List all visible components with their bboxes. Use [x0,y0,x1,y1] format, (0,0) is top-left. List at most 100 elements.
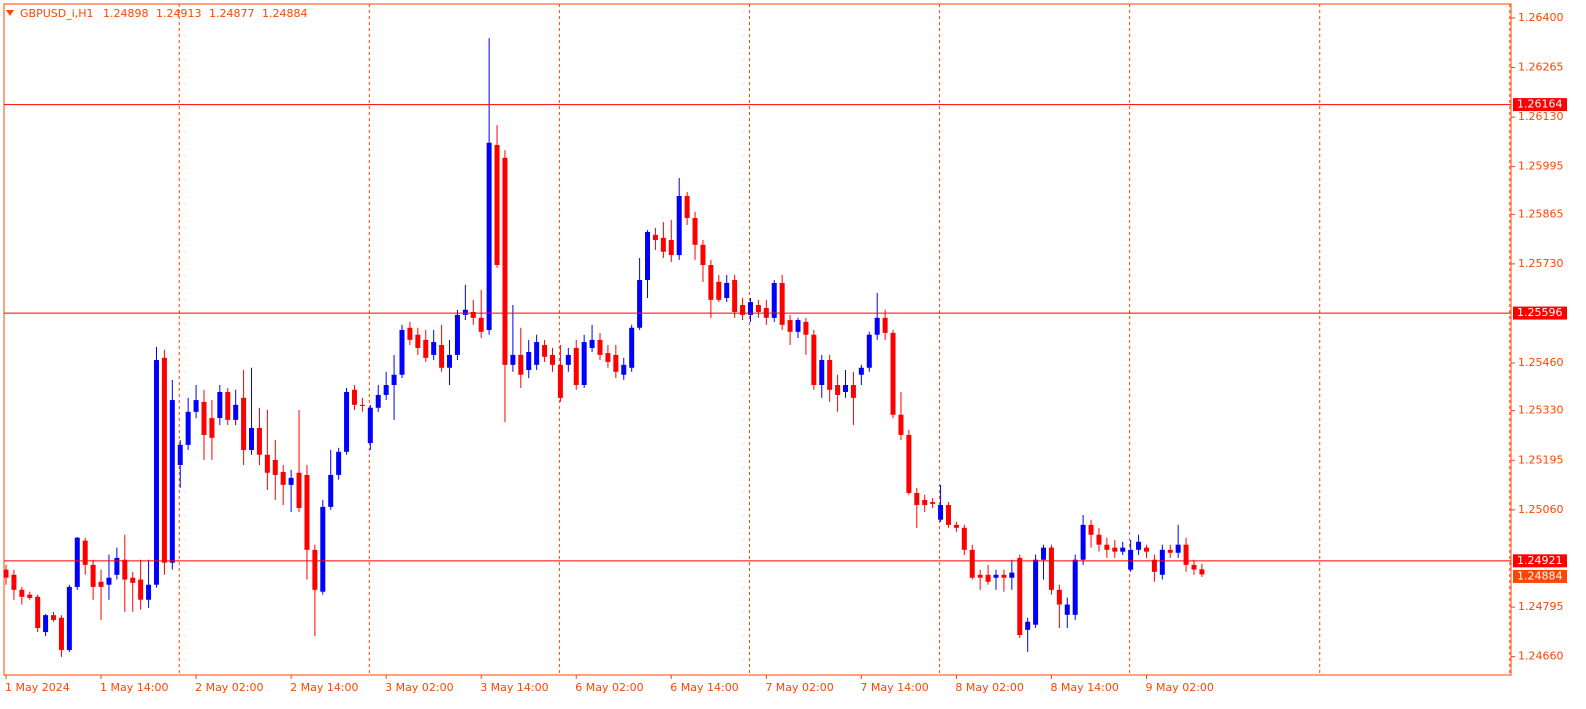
candle-body [874,317,880,335]
level-label-box [1513,98,1567,112]
candle-body [724,282,730,299]
candle-body [312,549,318,590]
candle-body [43,615,49,633]
candle-body [1199,569,1205,575]
level-label-box [1513,306,1567,320]
candle-body [629,327,635,368]
candle-body [169,400,175,563]
candle-body [19,589,25,597]
candle-body [161,357,167,563]
candle-body [27,594,33,598]
candle-body [613,354,619,372]
x-tick-label: 3 May 02:00 [385,681,453,694]
candle-body [787,320,793,332]
candle-body [1041,547,1047,560]
x-tick-label: 2 May 14:00 [290,681,358,694]
candle-body [304,474,310,550]
candle-body [589,339,595,348]
candle-body [462,309,468,315]
candle-body [470,311,476,318]
candle-body [66,586,72,651]
candle-body [241,397,247,450]
candle-body [803,321,809,335]
y-tick-label: 1.26130 [1518,110,1564,123]
x-tick-label: 3 May 14:00 [480,681,548,694]
level-label: 1.25596 [1517,306,1563,319]
ohlc-close: 1.24884 [262,7,308,20]
candle-body [1017,557,1023,635]
candle-body [494,144,500,265]
candle-body [811,334,817,386]
candle-body [1175,544,1181,553]
candle-body [645,231,651,281]
candle-body [280,472,286,485]
candle-body [1009,572,1015,578]
y-tick-label: 1.25460 [1518,356,1564,369]
candle-body [90,564,96,587]
y-tick-label: 1.26400 [1518,11,1564,24]
x-tick-label: 1 May 14:00 [100,681,168,694]
candle-body [328,474,334,507]
candle-body [1025,621,1031,630]
candle-body [423,339,429,358]
candle-body [1064,604,1070,615]
last-price-label: 1.24884 [1517,569,1563,582]
x-tick-label: 8 May 14:00 [1050,681,1118,694]
candle-body [549,354,555,365]
candle-body [1120,547,1126,552]
candle-body [676,195,682,256]
candle-body [843,385,849,392]
candle-body [542,345,548,357]
candle-body [945,505,951,525]
candle-body [130,577,136,583]
candle-body [557,364,563,398]
candle-body [51,615,57,620]
symbol-arrow[interactable] [6,10,14,16]
candle-body [3,569,9,578]
y-tick-label: 1.24660 [1518,650,1564,663]
candle-body [755,304,761,312]
ohlc-low: 1.24877 [209,7,255,20]
candle-body [82,540,88,565]
symbol: GBPUSD_i,H1 [20,7,94,20]
candle-body [249,427,255,450]
candle-body [1167,549,1173,553]
candle-body [526,351,532,370]
candle-body [1088,524,1094,535]
candle-body [850,385,856,398]
x-tick-label: 7 May 02:00 [765,681,833,694]
candle-body [518,354,524,375]
candle-body [383,385,389,395]
candle-body [922,499,928,506]
candle-body [692,218,698,245]
candle-body [114,557,120,575]
candle-body [573,347,579,386]
candle-body [351,389,357,405]
candle-body [296,472,302,508]
candle-body [1143,547,1149,552]
x-tick-label: 6 May 14:00 [670,681,738,694]
candle-body [993,574,999,578]
candle-body [510,354,516,365]
y-tick-label: 1.26265 [1518,61,1564,74]
candle-body [1183,544,1189,565]
candle-body [1072,559,1078,615]
candle-body [1112,547,1118,552]
x-tick-label: 2 May 02:00 [195,681,263,694]
candle-body [288,477,294,485]
candle-body [153,360,159,585]
candle-body [1056,589,1062,605]
candle-body [819,360,825,386]
candle-body [938,505,944,520]
candle-body [225,391,231,420]
candle-body [264,454,270,473]
candle-body [1128,549,1134,570]
candle-body [217,391,223,419]
candle-body [684,195,690,219]
y-tick-label: 1.25995 [1518,160,1564,173]
candle-body [898,414,904,435]
candle-body [447,354,453,368]
candle-body [1151,559,1157,572]
y-tick-label: 1.25195 [1518,453,1564,466]
